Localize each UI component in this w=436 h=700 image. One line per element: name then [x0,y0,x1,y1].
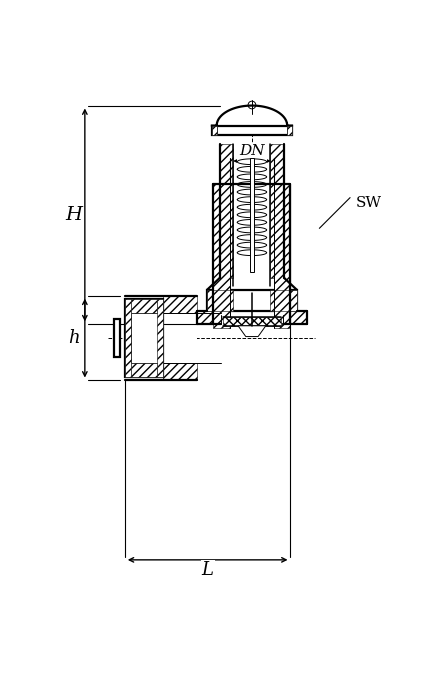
Bar [207,290,233,311]
Bar [197,311,221,324]
Bar [207,290,296,311]
Bar [237,158,266,256]
Bar [270,144,284,278]
Bar [131,314,164,363]
Bar [114,318,119,357]
Bar [131,299,157,314]
Bar [197,278,307,324]
Bar [273,184,290,328]
Text: SW: SW [356,196,382,210]
Bar [287,125,292,135]
Bar [212,125,217,135]
Polygon shape [212,106,292,125]
Text: DN: DN [239,144,265,158]
Polygon shape [238,326,266,337]
Bar [270,290,296,311]
Bar [125,295,197,381]
Bar [125,299,164,377]
Bar [164,295,197,314]
Bar [214,184,230,328]
Bar [223,316,281,326]
Bar [131,363,157,377]
Bar [212,125,292,135]
Bar [157,299,164,377]
Bar [250,158,254,272]
Bar [214,184,290,324]
Text: H: H [65,206,82,224]
Bar [283,311,307,324]
Bar [220,144,233,278]
Bar [125,299,131,377]
Text: L: L [202,561,214,579]
Bar [197,311,307,324]
Text: h: h [68,329,80,347]
Bar [164,363,197,381]
